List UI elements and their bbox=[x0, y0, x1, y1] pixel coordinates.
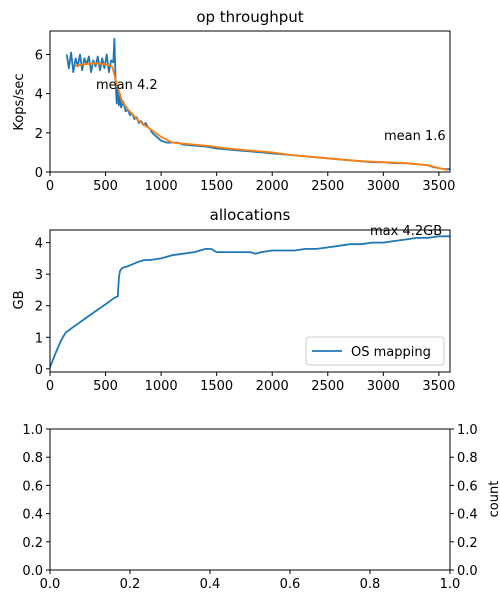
allocations-axes-frame bbox=[49, 229, 451, 373]
legend-box bbox=[305, 336, 445, 366]
right-y-tick-label: 0.6 bbox=[457, 479, 478, 494]
x-tick-label: 3000 bbox=[367, 179, 400, 194]
y-tick-label: 0.8 bbox=[22, 451, 43, 466]
y-tick-label: 0 bbox=[35, 363, 43, 378]
count-chart: 0.0 0.2 0.4 0.6 0.8 1.00.0 0.00.2 0.20.4 0.40.6 0… bbox=[22, 423, 500, 592]
throughput-axes-frame bbox=[49, 30, 451, 173]
y-tick-label: 0 bbox=[35, 166, 43, 181]
allocations-chart-title: allocations bbox=[210, 206, 291, 224]
x-tick-label: 0.8 bbox=[360, 577, 381, 592]
allocations-ticks: 0 500 1000 1500 2000 2500 3000 3500 0 1 2 3 4 bbox=[35, 237, 456, 394]
x-tick-label: 2000 bbox=[256, 379, 289, 394]
allocations-chart: allocations GB 0 500 1000 1500 2000 2500 3000 3… bbox=[12, 206, 455, 394]
x-tick-label: 500 bbox=[93, 379, 118, 394]
x-tick-label: 2500 bbox=[311, 179, 344, 194]
series-line-0-1 bbox=[74, 62, 448, 171]
x-tick-label: 1.0 bbox=[440, 577, 461, 592]
y-tick-label: 0.6 bbox=[22, 479, 43, 494]
y-tick-label: 6 bbox=[35, 49, 43, 64]
x-tick-label: 1500 bbox=[200, 179, 233, 194]
right-y-tick-label: 0.2 bbox=[457, 536, 478, 551]
throughput-chart-title: op throughput bbox=[196, 8, 303, 26]
series-line-1-0 bbox=[49, 235, 450, 368]
y-tick-label: 4 bbox=[35, 237, 43, 252]
y-tick-label: 0.0 bbox=[22, 564, 43, 579]
right-y-tick-label: 0.0 bbox=[457, 564, 478, 579]
right-y-tick-label: 0.4 bbox=[457, 508, 478, 523]
allocations-legend: OS mapping bbox=[305, 336, 445, 366]
x-tick-label: 0.0 bbox=[40, 577, 61, 592]
x-tick-label: 0.6 bbox=[280, 577, 301, 592]
y-tick-label: 0.4 bbox=[22, 508, 43, 523]
x-tick-label: 1000 bbox=[145, 179, 178, 194]
y-tick-label: 0.2 bbox=[22, 536, 43, 551]
throughput-y-axis-label: Kops/sec bbox=[12, 73, 27, 130]
x-tick-label: 500 bbox=[93, 179, 118, 194]
y-tick-label: 4 bbox=[35, 88, 43, 103]
throughput-ticks: 0 500 1000 1500 2000 2500 3000 3500 0 2 4 6 bbox=[35, 49, 456, 195]
allocations-annotation-max: max 4.2GB bbox=[370, 224, 442, 239]
allocations-plot-area bbox=[49, 235, 450, 368]
x-tick-label: 2000 bbox=[256, 179, 289, 194]
x-tick-label: 1500 bbox=[200, 379, 233, 394]
count-y-axis-label: count bbox=[487, 481, 500, 518]
throughput-plot-area bbox=[65, 37, 450, 171]
right-y-tick-label: 1.0 bbox=[457, 423, 478, 438]
x-tick-label: 1000 bbox=[145, 379, 178, 394]
x-tick-label: 3500 bbox=[422, 179, 455, 194]
x-tick-label: 3000 bbox=[367, 379, 400, 394]
y-tick-label: 1.0 bbox=[22, 423, 43, 438]
throughput-chart: op throughput Kops/sec 0 500 1000 1500 2000 2… bbox=[12, 8, 455, 194]
x-tick-label: 0 bbox=[46, 179, 54, 194]
allocations-y-axis-label: GB bbox=[12, 291, 27, 310]
x-tick-label: 3500 bbox=[422, 379, 455, 394]
y-tick-label: 2 bbox=[35, 127, 43, 142]
count-axes-frame bbox=[49, 428, 451, 571]
x-tick-label: 0.2 bbox=[120, 577, 141, 592]
count-ticks: 0.0 0.2 0.4 0.6 0.8 1.00.0 0.00.2 0.20.4 0.40.6 0… bbox=[22, 423, 477, 592]
x-tick-label: 0.4 bbox=[200, 577, 221, 592]
throughput-annotation-mean-late: mean 1.6 bbox=[384, 129, 446, 144]
legend-label-os-mapping: OS mapping bbox=[351, 345, 431, 360]
right-y-tick-label: 0.8 bbox=[457, 451, 478, 466]
x-tick-label: 2500 bbox=[311, 379, 344, 394]
throughput-annotation-mean-early: mean 4.2 bbox=[96, 78, 158, 93]
y-tick-label: 2 bbox=[35, 300, 43, 315]
y-tick-label: 1 bbox=[35, 331, 43, 346]
y-tick-label: 3 bbox=[35, 268, 43, 283]
x-tick-label: 0 bbox=[46, 379, 54, 394]
